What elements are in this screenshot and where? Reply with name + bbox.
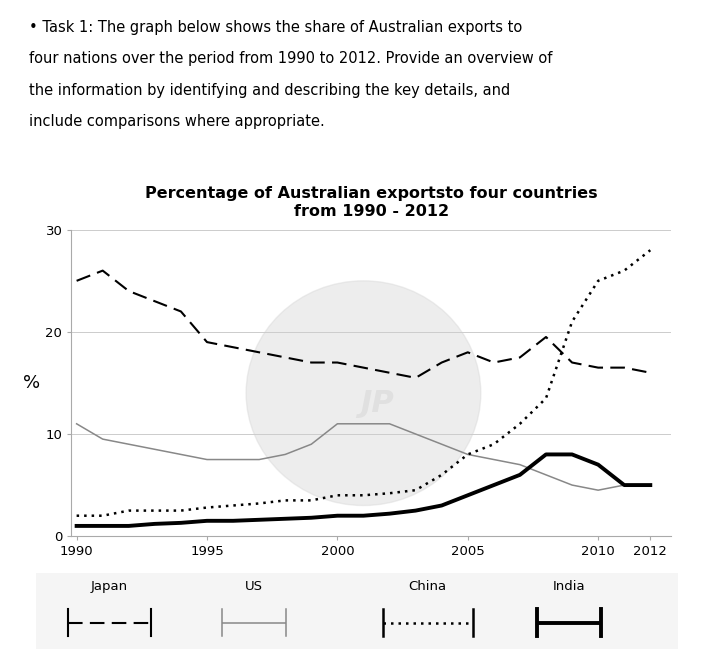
Text: four nations over the period from 1990 to 2012. Provide an overview of: four nations over the period from 1990 t… [29, 51, 552, 67]
Title: Percentage of Australian exportsto four countries
from 1990 - 2012: Percentage of Australian exportsto four … [145, 186, 598, 219]
Text: Japan: Japan [91, 580, 128, 593]
FancyBboxPatch shape [23, 571, 691, 651]
Text: India: India [553, 580, 585, 593]
Text: JP: JP [360, 389, 393, 418]
Ellipse shape [246, 281, 481, 505]
Text: include comparisons where appropriate.: include comparisons where appropriate. [29, 114, 324, 129]
Text: US: US [245, 580, 263, 593]
Text: the information by identifying and describing the key details, and: the information by identifying and descr… [29, 83, 510, 98]
Text: China: China [408, 580, 447, 593]
Y-axis label: %: % [23, 374, 40, 392]
Text: • Task 1: The graph below shows the share of Australian exports to: • Task 1: The graph below shows the shar… [29, 20, 522, 35]
